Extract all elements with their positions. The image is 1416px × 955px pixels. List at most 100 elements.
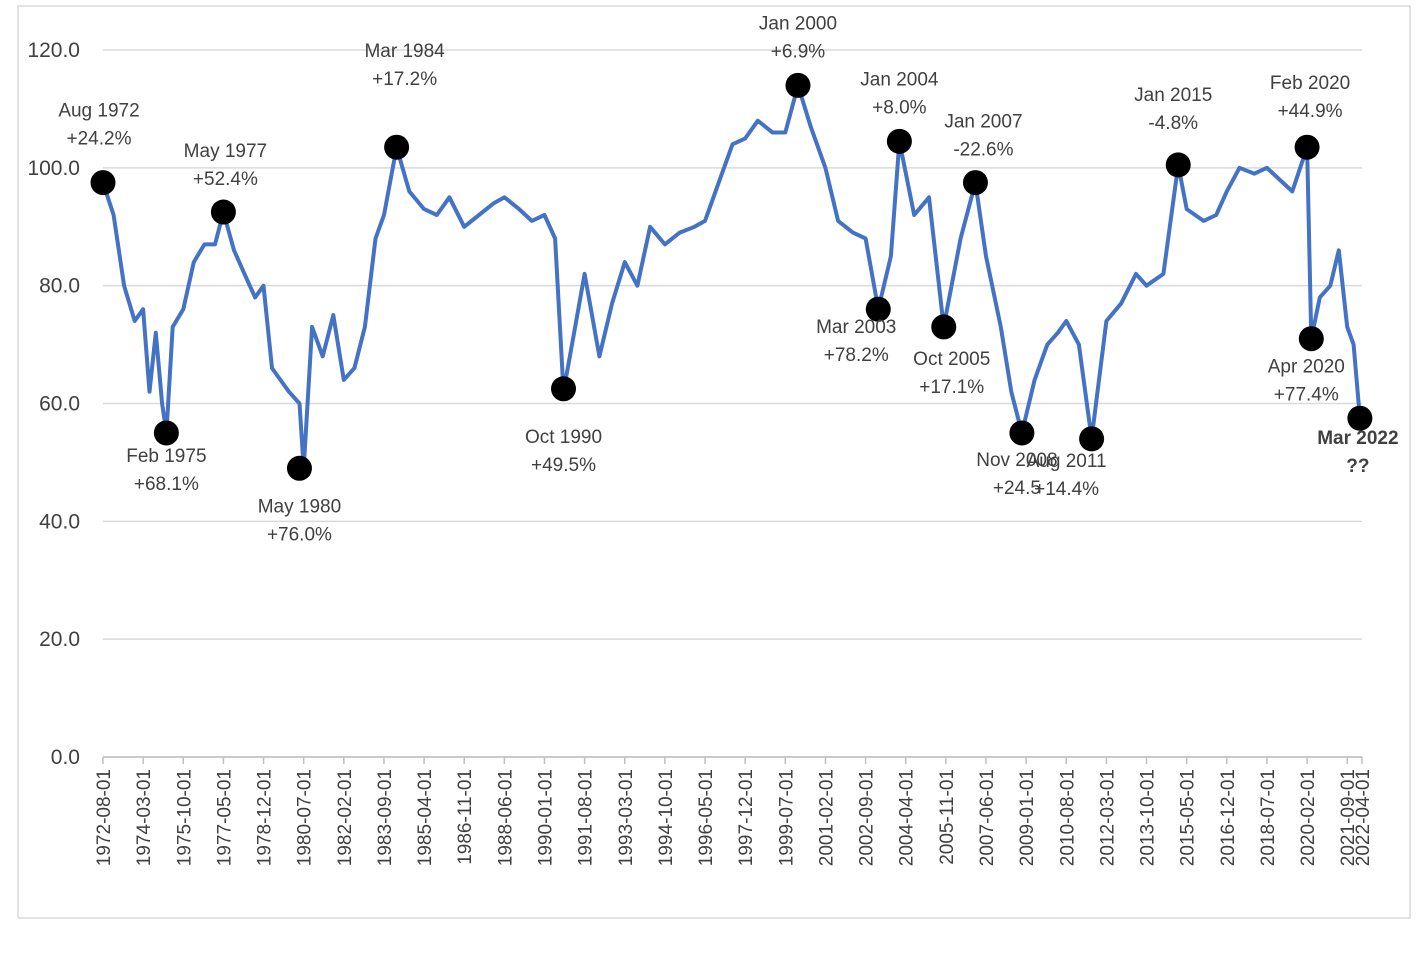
annotation-date-label: Oct 1990 xyxy=(525,427,602,448)
x-tick-label: 1983-09-01 xyxy=(375,769,396,866)
annotation-date-label: Feb 2020 xyxy=(1270,73,1350,94)
annotation-marker xyxy=(210,199,236,225)
y-tick-label: 80.0 xyxy=(39,275,80,298)
annotation-change-label: ?? xyxy=(1346,456,1369,477)
annotation-date-label: Nov 2008 xyxy=(976,450,1057,471)
series-line xyxy=(101,83,1362,471)
x-tick-label: 2005-11-01 xyxy=(937,769,958,865)
x-tick-label: 2018-07-01 xyxy=(1258,769,1279,866)
annotation-change-label: +17.2% xyxy=(372,69,437,90)
x-tick-label: 2013-10-01 xyxy=(1138,769,1159,866)
y-tick-label: 60.0 xyxy=(39,393,80,416)
annotation-date-label: Mar 2003 xyxy=(816,317,896,338)
x-tick-label: 2009-01-01 xyxy=(1017,769,1038,866)
y-tick-label: 40.0 xyxy=(39,510,80,533)
annotation-marker xyxy=(1079,426,1105,452)
annotation-markers xyxy=(90,72,1373,481)
x-tick-label: 1988-06-01 xyxy=(495,769,516,866)
chart-border xyxy=(17,5,1411,919)
x-tick-label: 1982-02-01 xyxy=(335,769,356,866)
annotation-date-label: Apr 2020 xyxy=(1268,357,1345,378)
annotation-marker xyxy=(384,134,410,160)
x-tick-label: 2004-04-01 xyxy=(897,769,918,866)
x-axis: 1972-08-01 1974-03-01 1975-10-01 1977-05-01… xyxy=(94,756,1374,866)
annotation-change-label: +24.2% xyxy=(67,129,132,150)
annotation-marker xyxy=(931,314,957,340)
annotation-marker xyxy=(153,420,179,446)
annotation-marker xyxy=(886,128,912,154)
x-tick-label: 1975-10-01 xyxy=(174,769,195,866)
annotation-change-label: +14.4% xyxy=(1034,479,1099,500)
x-tick-label: 2002-09-01 xyxy=(857,769,878,866)
x-tick-label: 1972-08-01 xyxy=(94,769,115,866)
annotation-date-label: Jan 2000 xyxy=(759,13,837,34)
series-line-layer xyxy=(101,83,1362,471)
annotation-date-label: Jan 2007 xyxy=(944,112,1022,133)
annotation-change-label: +8.0% xyxy=(872,97,927,118)
annotation-marker xyxy=(865,296,891,322)
annotation-change-label: +68.1% xyxy=(134,474,199,495)
x-tick-label: 1993-03-01 xyxy=(616,769,637,866)
annotation-date-label: Aug 1972 xyxy=(58,101,139,122)
x-tick-label: 1997-12-01 xyxy=(736,769,757,866)
x-tick-label: 2010-08-01 xyxy=(1057,769,1078,866)
x-tick-label: 1990-01-01 xyxy=(535,769,556,866)
x-tick-label: 2001-02-01 xyxy=(816,769,837,866)
annotation-date-label: Jan 2015 xyxy=(1134,85,1212,106)
y-tick-label: 0.0 xyxy=(51,746,80,769)
x-tick-label: 2020-02-01 xyxy=(1298,769,1319,866)
annotation-marker xyxy=(1294,134,1320,160)
annotation-change-label: +17.1% xyxy=(919,377,984,398)
annotation-change-label: +78.2% xyxy=(824,345,889,366)
x-tick-label: 1991-08-01 xyxy=(576,769,597,866)
y-tick-label: 100.0 xyxy=(27,157,80,180)
x-tick-label: 1986-11-01 xyxy=(455,769,476,865)
annotation-marker xyxy=(551,376,577,402)
annotation-change-label: +44.9% xyxy=(1278,101,1343,122)
annotation-marker xyxy=(1165,152,1191,178)
annotation-marker xyxy=(962,170,988,196)
x-tick-label: 2015-05-01 xyxy=(1178,769,1199,866)
annotation-change-label: +6.9% xyxy=(771,41,826,62)
annotation-marker xyxy=(785,72,811,98)
annotation-change-label: +52.4% xyxy=(193,169,258,190)
annotation-marker xyxy=(1298,326,1324,352)
annotation-change-label: -22.6% xyxy=(953,140,1013,161)
x-tick-label: 1977-05-01 xyxy=(214,769,235,866)
annotation-date-label: Oct 2005 xyxy=(913,349,990,370)
annotation-change-label: -4.8% xyxy=(1148,113,1198,134)
annotation-change-label: +49.5% xyxy=(531,455,596,476)
annotation-marker xyxy=(1347,405,1373,431)
annotation-marker xyxy=(1009,420,1035,446)
annotation-marker xyxy=(286,455,312,481)
x-tick-label: 1978-12-01 xyxy=(255,769,276,866)
annotation-date-label: Mar 2022 xyxy=(1317,428,1398,449)
x-tick-label: 1985-04-01 xyxy=(415,769,436,866)
x-tick-label: 1994-10-01 xyxy=(656,769,677,866)
x-tick-label: 2022-04-01 xyxy=(1353,769,1374,866)
x-tick-label: 1996-05-01 xyxy=(696,769,717,866)
x-tick-label: 2007-06-01 xyxy=(977,769,998,866)
x-tick-label: 2021-09-01 xyxy=(1338,769,1359,866)
annotation-labels: Aug 1972 +24.2% Feb 1975 +68.1% May 1977 +52.… xyxy=(58,13,1398,545)
annotation-date-label: May 1980 xyxy=(258,496,341,517)
annotation-change-label: +24.5 xyxy=(993,478,1041,499)
x-tick-label: 1980-07-01 xyxy=(295,769,316,866)
x-tick-label: 1999-07-01 xyxy=(776,769,797,866)
annotation-change-label: +77.4% xyxy=(1274,385,1339,406)
annotation-date-label: Aug 2011 xyxy=(1027,451,1107,472)
y-axis-tick-labels: 0.0 20.0 40.0 60.0 80.0 100.0 120.0 xyxy=(27,39,80,769)
annotation-marker xyxy=(90,170,116,196)
x-tick-label: 2016-12-01 xyxy=(1218,769,1239,866)
y-tick-label: 120.0 xyxy=(27,39,80,62)
x-tick-label: 1974-03-01 xyxy=(134,769,155,866)
y-tick-label: 20.0 xyxy=(39,628,80,651)
x-tick-label: 2012-03-01 xyxy=(1097,769,1118,866)
annotation-date-label: Jan 2004 xyxy=(860,69,939,90)
annotation-date-label: Mar 1984 xyxy=(364,41,445,62)
annotation-date-label: Feb 1975 xyxy=(126,446,206,467)
annotation-date-label: May 1977 xyxy=(184,141,267,162)
annotation-change-label: +76.0% xyxy=(267,524,332,545)
